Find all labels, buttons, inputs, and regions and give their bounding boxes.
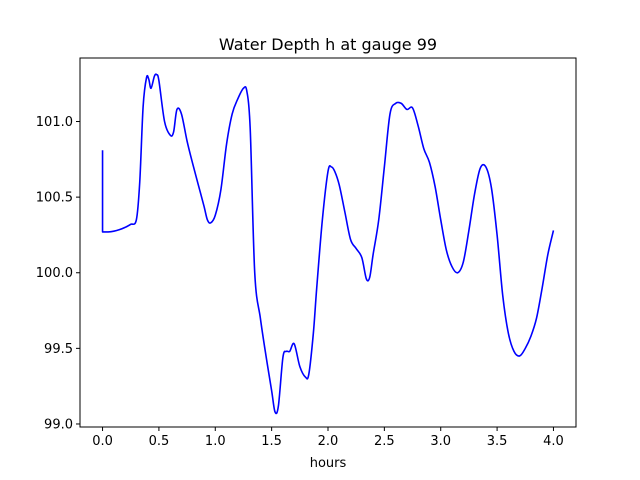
x-tick-label: 4.0	[543, 434, 564, 449]
y-tick-label: 101.0	[36, 115, 73, 130]
plot-background	[80, 58, 576, 427]
x-tick-label: 3.5	[487, 434, 508, 449]
x-axis-label: hours	[310, 456, 347, 471]
y-tick-label: 100.5	[36, 191, 73, 206]
y-axis: 99.0 99.5 100.0 100.5 101.0	[36, 115, 80, 432]
x-tick-label: 1.5	[261, 434, 282, 449]
series-layer	[101, 73, 555, 415]
x-tick-label: 2.0	[318, 434, 339, 449]
x-tick-label: 3.0	[430, 434, 451, 449]
series-line-0	[101, 73, 555, 415]
y-tick-label: 99.0	[44, 417, 73, 432]
x-tick-label: 0.0	[92, 434, 113, 449]
x-tick-label: 1.0	[205, 434, 226, 449]
x-tick-label: 2.5	[374, 434, 395, 449]
chart-title: Water Depth h at gauge 99	[219, 35, 437, 54]
y-tick-label: 99.5	[44, 342, 73, 357]
x-axis: 0.0 0.5 1.0 1.5 2.0 2.5 3.0 3.5 4.0	[92, 427, 564, 449]
y-tick-label: 100.0	[36, 266, 73, 281]
plot-area	[80, 58, 576, 427]
x-tick-label: 0.5	[149, 434, 170, 449]
